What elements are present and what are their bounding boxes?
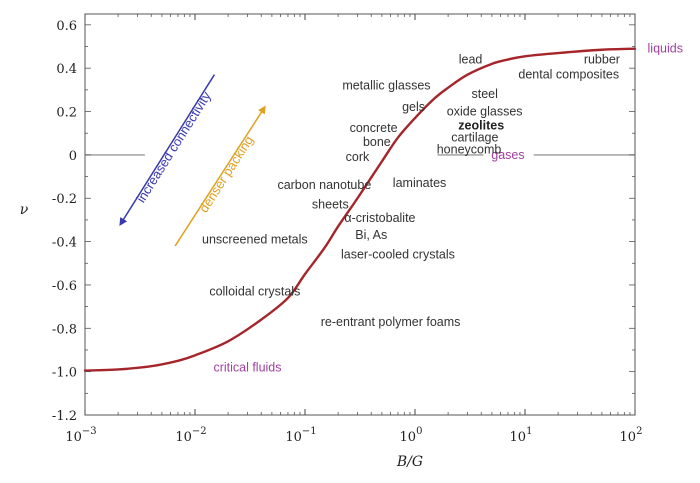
x-tick-label: 10−2 — [175, 426, 206, 445]
material-label: gases — [491, 148, 524, 162]
y-tick-label: 0.4 — [56, 62, 77, 77]
material-label: concrete — [350, 121, 398, 135]
material-label: sheets — [312, 198, 349, 212]
annotation-arrow — [174, 105, 266, 247]
material-label: colloidal crystals — [209, 284, 300, 298]
y-tick-label: 0.2 — [56, 106, 77, 121]
y-tick-label: -0.8 — [52, 322, 77, 337]
plot-border — [84, 13, 636, 416]
x-tick-label: 102 — [620, 426, 643, 445]
poisson-ratio-curve — [83, 47, 637, 372]
material-label: bone — [363, 135, 391, 149]
y-tick-label: -1.2 — [52, 409, 77, 424]
x-tick-label: 100 — [400, 426, 423, 445]
x-axis-ticks: 10−3 10−2 10−1 100 101 102 — [65, 14, 642, 445]
x-tick-label: 10−3 — [65, 426, 96, 445]
y-tick-label: -1.0 — [52, 366, 77, 381]
annotation-arrow — [119, 74, 216, 226]
material-label: re-entrant polymer foams — [321, 315, 461, 329]
material-label: steel — [471, 87, 497, 101]
material-label: dental composites — [518, 68, 619, 82]
arrow-label: denser packing — [196, 133, 256, 215]
y-axis-ticks: 0.6 0.4 0.2 0 -0.2 -0.4 -0.6 -0.8 -1.0 -1.2 — [52, 19, 635, 424]
material-label: honeycomb — [437, 142, 502, 156]
material-label: oxide glasses — [447, 105, 523, 119]
material-label: unscreened metals — [202, 232, 308, 246]
arrow-label: increased connectivity — [133, 89, 214, 206]
y-axis-title: ν — [20, 202, 29, 218]
material-label: Bi, As — [355, 228, 387, 242]
material-label: lead — [459, 53, 483, 67]
material-label: laminates — [393, 176, 447, 190]
material-label: critical fluids — [213, 360, 281, 374]
y-tick-label: -0.2 — [52, 192, 77, 207]
material-label: cork — [346, 150, 370, 164]
material-label: liquids — [648, 42, 683, 56]
y-tick-label: -0.4 — [52, 236, 77, 251]
annotations-layer: liquids gases critical fluids rubberdental … — [202, 42, 683, 375]
series-layer — [83, 47, 637, 372]
material-label: zeolites — [458, 119, 504, 133]
material-label: carbon nanotube — [277, 178, 371, 192]
y-tick-label: -0.6 — [52, 279, 77, 294]
material-label: rubber — [584, 53, 620, 67]
y-tick-label: 0.6 — [56, 19, 77, 34]
material-label: gels — [402, 100, 425, 114]
plot-frame — [84, 13, 636, 416]
material-label: α-cristobalite — [344, 211, 415, 225]
x-tick-label: 10−1 — [285, 426, 316, 445]
material-label: laser-cooled crystals — [341, 248, 455, 262]
material-label: metallic glasses — [342, 79, 430, 93]
x-tick-label: 101 — [510, 426, 533, 445]
y-tick-label: 0 — [69, 149, 77, 164]
x-axis-title: B/G — [396, 454, 423, 470]
material-label: cartilage — [451, 131, 498, 145]
